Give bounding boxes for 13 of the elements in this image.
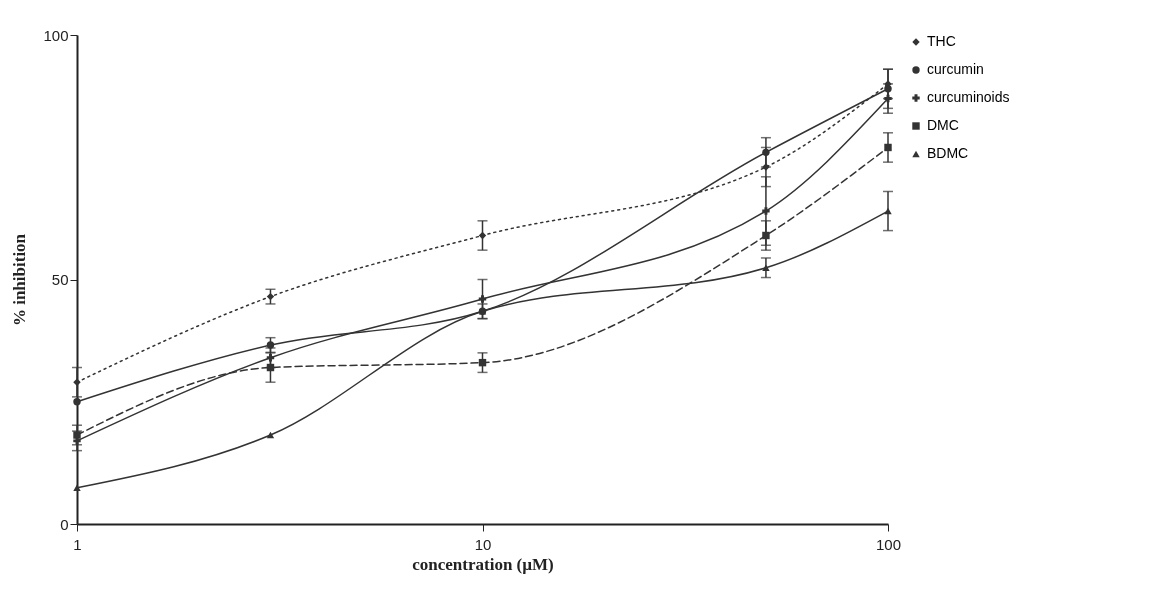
- x-tick-label: 100: [875, 535, 902, 553]
- y-tick-label: 50: [51, 271, 69, 288]
- y-axis-title: % inhibition: [10, 233, 30, 327]
- legend-label: curcuminoids: [927, 89, 1010, 105]
- legend-label: THC: [927, 33, 956, 49]
- x-axis-title: concentration (µM): [412, 554, 554, 574]
- y-tick-label: 100: [43, 26, 69, 44]
- y-tick-label: 0: [60, 515, 69, 533]
- legend-label: BDMC: [927, 145, 969, 161]
- legend-label: curcumin: [927, 61, 984, 77]
- x-tick-label: 10: [474, 535, 492, 553]
- x-tick-label: 1: [73, 535, 82, 553]
- legend-label: DMC: [927, 117, 959, 133]
